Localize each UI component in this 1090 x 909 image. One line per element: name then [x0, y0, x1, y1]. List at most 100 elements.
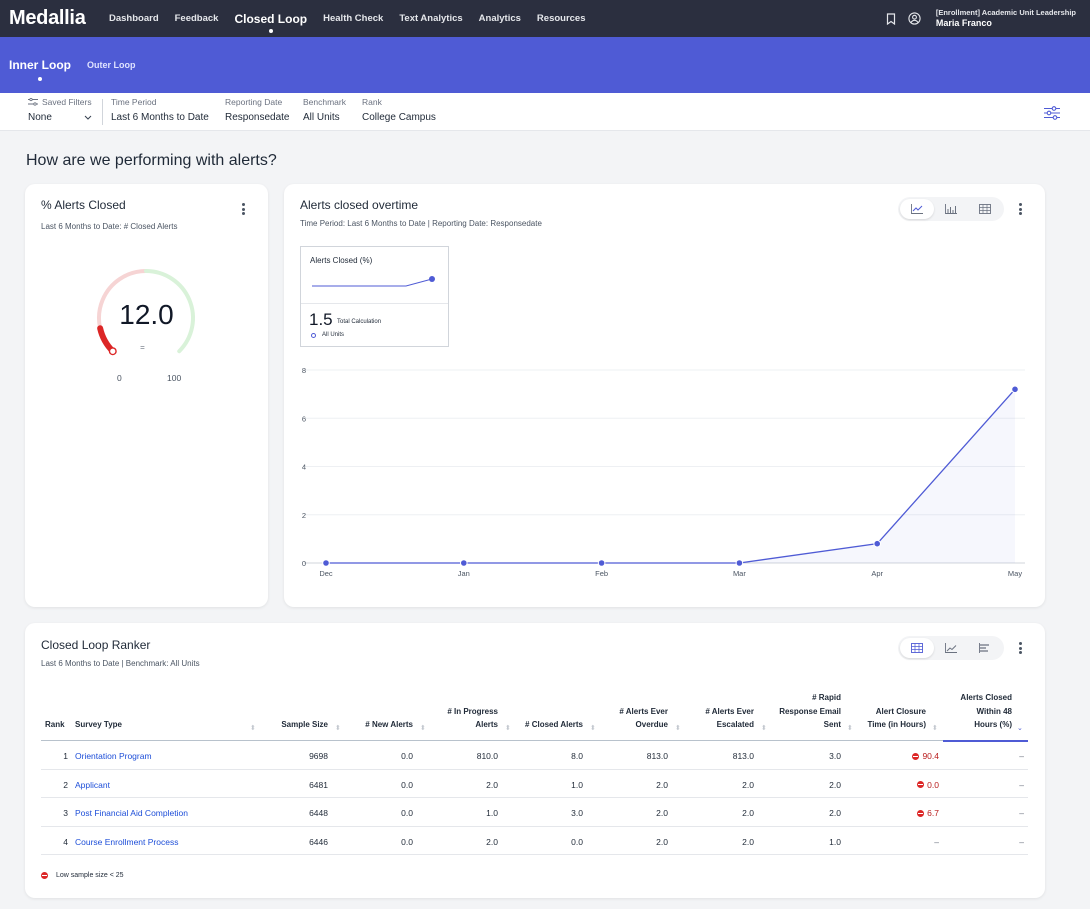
sort-icon[interactable]: ⬍	[590, 725, 596, 732]
reporting-date-filter[interactable]: Reporting Date Responsedate	[225, 97, 290, 123]
nav-item-health-check[interactable]: Health Check	[323, 13, 384, 24]
col-closure-time[interactable]: Alert Closure Time (in Hours)	[867, 705, 926, 732]
col-closed-alerts[interactable]: # Closed Alerts	[525, 720, 583, 730]
col-within-48[interactable]: Alerts Closed Within 48 Hours (%)	[960, 691, 1012, 732]
tab-inner-loop[interactable]: Inner Loop	[9, 58, 71, 81]
user-account-icon[interactable]	[908, 12, 922, 26]
table-row[interactable]: 1 Orientation Program 9698 0.0 810.0 8.0 813.0…	[41, 741, 1028, 770]
cell-escalated: 2.0	[742, 808, 754, 818]
nav-item-feedback[interactable]: Feedback	[174, 13, 219, 24]
table-row[interactable]: 4 Course Enrollment Process 6446 0.0 2.0 0.0 2…	[41, 827, 1028, 855]
col-ever-overdue[interactable]: # Alerts Ever Overdue	[619, 705, 668, 732]
sort-icon[interactable]: ⬍	[675, 725, 681, 732]
cell-closure-value: 90.4	[922, 751, 939, 761]
summary-tile-calc-label: Total Calculation	[337, 319, 382, 325]
low-sample-legend-text: Low sample size < 25	[56, 872, 124, 879]
benchmark-filter[interactable]: Benchmark All Units	[303, 97, 346, 123]
col-in-progress[interactable]: # In Progress Alerts	[447, 705, 498, 732]
data-point[interactable]	[873, 539, 882, 548]
cell-rapid: 2.0	[829, 808, 841, 818]
col-sample-size[interactable]: Sample Size	[281, 720, 328, 730]
cell-closed: 0.0	[571, 836, 583, 847]
ranker-chart-view-button[interactable]	[934, 638, 968, 658]
data-point[interactable]	[322, 559, 330, 567]
time-period-filter[interactable]: Time Period Last 6 Months to Date	[111, 97, 209, 123]
data-point[interactable]	[460, 559, 468, 567]
cell-within-48: –	[1019, 808, 1024, 818]
low-sample-warning-icon	[912, 752, 920, 760]
bookmark-icon[interactable]	[884, 12, 898, 26]
sort-icon[interactable]: ⬍	[250, 725, 256, 732]
benchmark-value: All Units	[303, 112, 340, 123]
bar-chart-view-button[interactable]	[934, 199, 968, 219]
sort-desc-icon[interactable]: ⌄	[1017, 725, 1023, 732]
x-tick-label: Mar	[733, 569, 746, 578]
low-sample-legend: Low sample size < 25	[41, 872, 124, 879]
cell-overdue: 813.0	[646, 751, 668, 761]
ranker-bar-view-button[interactable]	[968, 638, 1002, 658]
cell-closure-time: 6.7	[917, 808, 939, 818]
cell-escalated: 2.0	[742, 836, 754, 847]
brand-logo[interactable]: Medallia	[9, 7, 86, 29]
alerts-overtime-title: Alerts closed overtime	[300, 198, 419, 212]
cell-survey-type-link[interactable]: Orientation Program	[75, 751, 152, 761]
col-ever-escalated[interactable]: # Alerts Ever Escalated	[705, 705, 754, 732]
cell-closure-value: –	[934, 836, 939, 847]
nav-item-resources[interactable]: Resources	[536, 13, 586, 24]
nav-item-dashboard[interactable]: Dashboard	[109, 13, 159, 24]
alerts-overtime-menu-icon[interactable]	[1015, 201, 1025, 217]
nav-item-text-analytics[interactable]: Text Analytics	[399, 13, 463, 24]
nav-right: [Enrollment] Academic Unit Leadership Ma…	[884, 0, 1076, 37]
cell-rank: 1	[63, 751, 68, 761]
user-menu[interactable]: [Enrollment] Academic Unit Leadership Ma…	[936, 8, 1076, 29]
tab-outer-loop[interactable]: Outer Loop	[87, 60, 136, 70]
rank-filter[interactable]: Rank College Campus	[362, 97, 436, 123]
table-view-button[interactable]	[968, 199, 1002, 219]
alerts-closed-menu-icon[interactable]	[238, 201, 248, 217]
table-row[interactable]: 2 Applicant 6481 0.0 2.0 1.0 2.0 2.0 2.0 0.0 –	[41, 770, 1028, 798]
col-rapid-line1: # Rapid	[812, 693, 841, 703]
sort-icon[interactable]: ⬍	[335, 725, 341, 732]
line-chart-view-button[interactable]	[900, 199, 934, 219]
top-nav: Medallia Dashboard Feedback Closed Loop …	[0, 0, 1090, 37]
x-tick-label: Feb	[595, 569, 608, 578]
sort-icon[interactable]: ⬍	[761, 725, 767, 732]
alerts-closed-subtitle: Last 6 Months to Date: # Closed Alerts	[41, 222, 178, 231]
col-new-alerts[interactable]: # New Alerts	[365, 720, 413, 730]
nav-item-analytics[interactable]: Analytics	[478, 13, 521, 24]
summary-tile-value: 1.5	[309, 310, 333, 329]
summary-tile-title: Alerts Closed (%)	[310, 256, 373, 265]
sort-icon[interactable]: ⬍	[847, 725, 853, 732]
sort-icon[interactable]: ⬍	[505, 725, 511, 732]
sort-icon[interactable]: ⬍	[932, 725, 938, 732]
ranker-menu-icon[interactable]	[1015, 640, 1025, 656]
data-point[interactable]	[597, 559, 606, 567]
col-survey-type[interactable]: Survey Type	[75, 720, 122, 730]
bar-chart-icon	[945, 204, 957, 214]
table-row[interactable]: 3 Post Financial Aid Completion 6448 0.0 1.0…	[41, 798, 1028, 827]
cell-sample-size: 6448	[309, 808, 328, 818]
nav-item-closed-loop[interactable]: Closed Loop	[234, 11, 308, 33]
page-title: How are we performing with alerts?	[26, 152, 277, 169]
summary-tile[interactable]: Alerts Closed (%) 1.5 Total Calculation …	[300, 246, 449, 347]
cell-survey-type-link[interactable]: Post Financial Aid Completion	[75, 808, 188, 818]
cell-in-progress: 810.0	[476, 751, 498, 761]
cell-within-48: –	[1019, 836, 1024, 847]
user-role: [Enrollment] Academic Unit Leadership	[935, 8, 1076, 18]
cell-closed: 1.0	[571, 779, 583, 790]
cell-survey-type-link[interactable]: Course Enrollment Process	[75, 836, 179, 847]
ranker-title: Closed Loop Ranker	[41, 638, 151, 652]
col-rapid-response[interactable]: # Rapid Response Email Sent	[779, 691, 841, 732]
data-point[interactable]	[735, 559, 744, 567]
data-point[interactable]	[1011, 385, 1019, 394]
filter-settings-icon[interactable]	[1044, 106, 1060, 120]
col-rank[interactable]: Rank	[45, 720, 65, 730]
cell-escalated: 2.0	[742, 779, 754, 790]
col-in-progress-line1: # In Progress	[447, 706, 498, 716]
saved-filters-dropdown[interactable]: Saved Filters None	[28, 97, 92, 123]
sort-icon[interactable]: ⬍	[420, 725, 426, 732]
gauge-value: 12.0	[119, 299, 174, 330]
ranker-table-view-button[interactable]	[900, 638, 934, 658]
cell-survey-type-link[interactable]: Applicant	[75, 779, 110, 790]
nav-items: Dashboard Feedback Closed Loop Health Ch…	[109, 11, 602, 33]
